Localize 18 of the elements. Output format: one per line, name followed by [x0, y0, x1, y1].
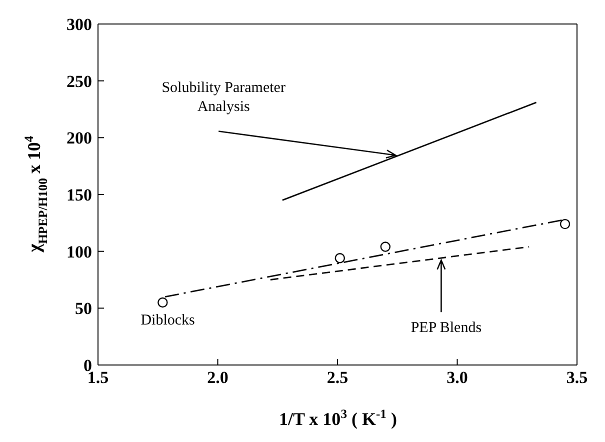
y-tick-label: 200: [66, 128, 92, 148]
annotation: PEP Blends: [410, 320, 482, 336]
x-tick-label: 3.5: [566, 368, 588, 388]
y-tick-label: 150: [66, 186, 92, 205]
y-tick-label: 100: [66, 242, 92, 262]
point: [158, 297, 168, 308]
x-tick-label: 3.0: [446, 368, 468, 388]
y-tick-label: 50: [75, 299, 92, 318]
annotation: Diblocks: [140, 312, 196, 328]
point: [334, 253, 346, 264]
y-tick-label: 250: [66, 72, 92, 91]
point: [380, 242, 391, 252]
x-axis-title: 1/T x 10$^{3}$ ( K$^{-1}$ ): [279, 407, 397, 429]
annotation: Solubility Parameter Analysis: [162, 80, 286, 116]
x-tick-label: 2.0: [207, 368, 228, 388]
point: [560, 218, 570, 230]
y-tick-label: 300: [66, 15, 92, 34]
x-tick-label: 2.5: [326, 368, 348, 388]
